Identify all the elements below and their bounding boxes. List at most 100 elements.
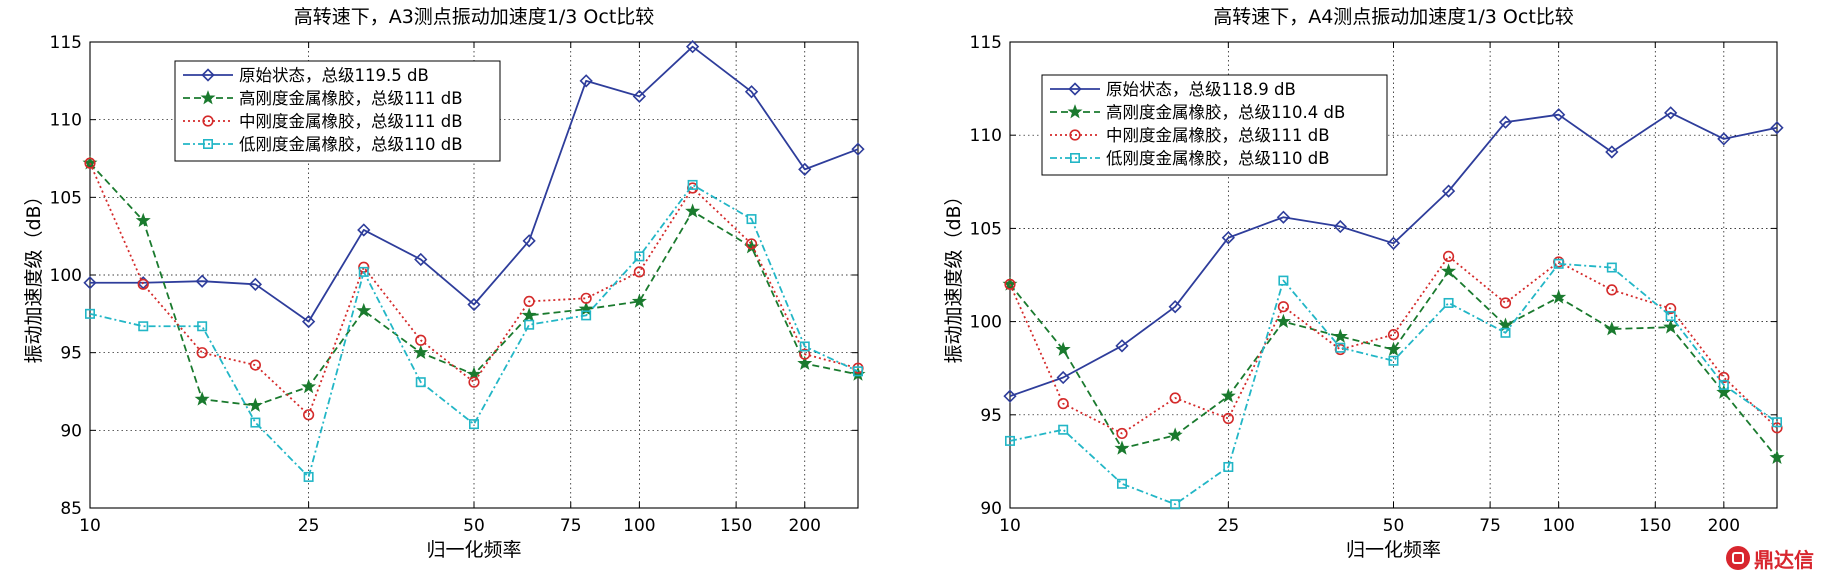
data-point [196, 347, 208, 359]
legend-marker [202, 115, 214, 127]
legend-marker [201, 68, 215, 82]
y-tick-label: 85 [60, 499, 82, 519]
data-point [1055, 341, 1071, 356]
data-point [250, 417, 261, 428]
data-point [1278, 275, 1289, 286]
data-point [581, 310, 592, 321]
y-tick-label: 90 [60, 421, 82, 441]
data-point [578, 301, 594, 316]
logo-text: 鼎达信 [1754, 547, 1814, 572]
data-point [1386, 341, 1401, 356]
ticks: 10 25 50 75 100 150 200 90 95 100 105 110 115 [970, 33, 1777, 536]
series-4 [85, 179, 863, 482]
data-point [632, 89, 647, 103]
data-point [415, 334, 427, 346]
logo-icon [1726, 546, 1750, 570]
data-point [1223, 461, 1234, 472]
data-point [85, 308, 96, 319]
data-point [1718, 379, 1729, 390]
data-point [1335, 342, 1346, 353]
series-line [90, 45, 859, 323]
data-point [1716, 384, 1732, 399]
y-tick-label: 110 [970, 126, 1002, 146]
data-point [358, 266, 369, 277]
y-tick-label: 100 [970, 313, 1002, 333]
data-point [1605, 145, 1619, 159]
data-point [799, 341, 810, 352]
y-axis-label: 振动加速度级（dB） [23, 186, 45, 363]
data-point [1116, 427, 1128, 440]
x-tick-label: 25 [298, 516, 320, 536]
y-tick-label: 90 [980, 499, 1002, 519]
data-point [1498, 115, 1513, 129]
x-tick-label: 10 [999, 516, 1021, 536]
legend-label: 原始状态，总级118.9 dB [1106, 80, 1296, 99]
data-point [1770, 121, 1784, 135]
data-point [301, 314, 316, 329]
legend-marker [1067, 104, 1083, 119]
data-point [415, 377, 426, 388]
data-point [744, 85, 759, 99]
data-point [1168, 300, 1182, 314]
data-point [1663, 319, 1679, 334]
y-tick-label: 110 [50, 111, 82, 131]
series-line [1009, 262, 1778, 506]
x-tick-label: 150 [1639, 516, 1671, 536]
x-tick-label: 10 [79, 516, 101, 536]
data-point [1276, 210, 1291, 224]
x-tick-label: 100 [623, 516, 655, 536]
data-point [1275, 313, 1291, 328]
data-point [1114, 440, 1130, 455]
x-tick-label: 50 [1383, 516, 1405, 536]
data-point [1551, 289, 1567, 304]
y-tick-label: 115 [50, 33, 82, 53]
y-tick-label: 100 [50, 266, 82, 286]
y-tick-label: 95 [60, 344, 82, 364]
legend-label: 低刚度金属橡胶，总级110 dB [1106, 149, 1330, 168]
data-point [1116, 478, 1127, 489]
data-point [631, 293, 647, 308]
data-point [1500, 327, 1511, 338]
data-point [580, 292, 592, 304]
data-point [1056, 370, 1070, 385]
legend-label: 低刚度金属橡胶，总级110 dB [239, 135, 463, 154]
series-1 [1003, 106, 1784, 403]
data-point [1441, 184, 1456, 198]
data-point [468, 376, 480, 388]
series-4 [1004, 258, 1783, 510]
series-line [1009, 111, 1778, 398]
data-point [303, 409, 315, 421]
data-point [1386, 236, 1401, 250]
legend-label: 高刚度金属橡胶，总级110.4 dB [1106, 103, 1345, 122]
data-point [468, 419, 479, 430]
data-point [522, 234, 536, 248]
legend: 原始状态，总级119.5 dB 高刚度金属橡胶，总级111 dB 中刚度金属橡胶，总… [174, 60, 501, 162]
data-point [633, 266, 645, 278]
data-point [1717, 132, 1731, 146]
series-line [1009, 255, 1778, 435]
data-point [1665, 302, 1677, 315]
data-point [523, 295, 535, 308]
series-line [89, 162, 859, 416]
data-point [1664, 106, 1678, 120]
brand-logo: 鼎达信 [1726, 544, 1814, 572]
x-tick-label: 75 [560, 516, 582, 536]
data-point [521, 307, 537, 322]
x-tick-label: 200 [1708, 516, 1740, 536]
data-point [852, 366, 863, 377]
data-point [1221, 231, 1235, 245]
data-point [1606, 262, 1617, 273]
legend-marker [1069, 129, 1081, 141]
data-point [413, 344, 429, 360]
y-tick-label: 95 [980, 406, 1002, 426]
data-point [1443, 297, 1454, 308]
data-point [467, 297, 481, 312]
data-point [1222, 412, 1234, 425]
data-point [1333, 219, 1347, 234]
data-point [685, 203, 701, 218]
data-point [1169, 392, 1181, 404]
x-axis-label: 归一化频率 [426, 539, 521, 561]
x-tick-label: 100 [1542, 516, 1574, 536]
data-point [1170, 499, 1181, 510]
data-point [248, 277, 263, 291]
